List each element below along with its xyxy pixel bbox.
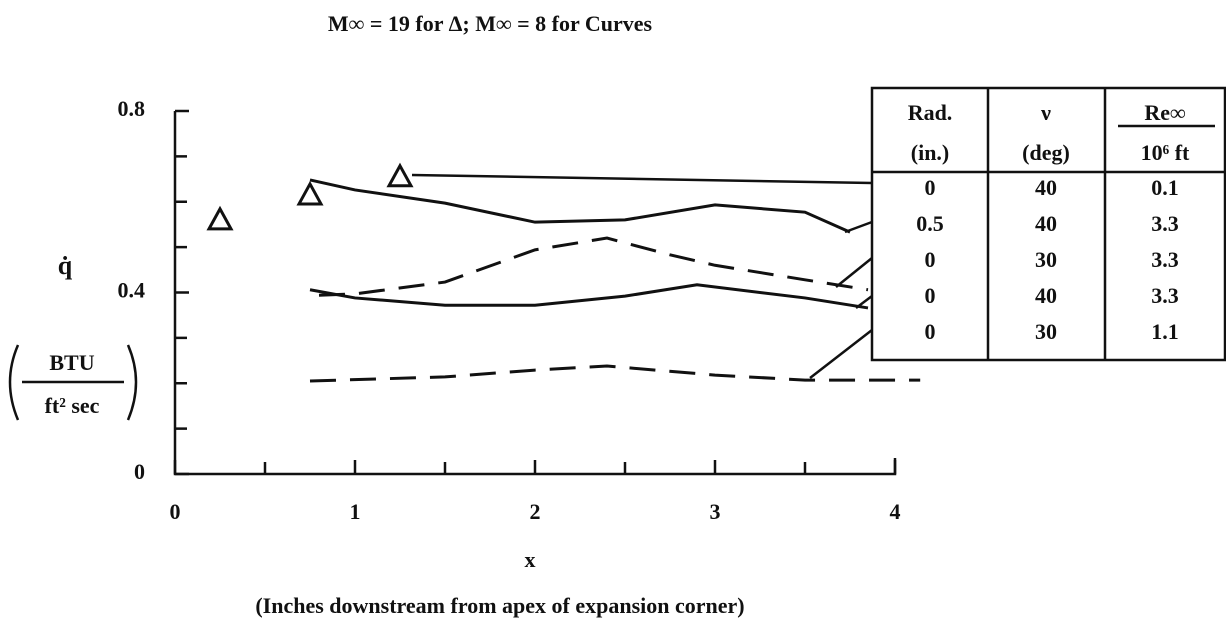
paren bbox=[126, 344, 138, 421]
curve bbox=[309, 283, 869, 310]
table-header: Rad. bbox=[908, 100, 953, 125]
table-header: (deg) bbox=[1022, 140, 1070, 165]
legend-table bbox=[870, 86, 1226, 362]
table-cell: 3.3 bbox=[1151, 283, 1179, 308]
table-cell: 40 bbox=[1035, 175, 1057, 200]
x-axis-note: (Inches downstream from apex of expansio… bbox=[255, 593, 744, 618]
curve bbox=[318, 236, 869, 297]
table-header: ν bbox=[1040, 100, 1051, 125]
triangle-point bbox=[296, 180, 324, 206]
axes bbox=[173, 111, 897, 476]
table-cell: 0 bbox=[925, 175, 936, 200]
paren bbox=[8, 344, 20, 421]
table-cell: 0 bbox=[925, 247, 936, 272]
table-header: 10⁶ ft bbox=[1141, 140, 1190, 165]
table-cell: 40 bbox=[1035, 283, 1057, 308]
x-tick-label: 3 bbox=[710, 499, 721, 524]
table-cell: 1.1 bbox=[1151, 319, 1179, 344]
table-header: (in.) bbox=[911, 140, 950, 165]
leaders bbox=[411, 173, 873, 379]
chart-title: M∞ = 19 for Δ; M∞ = 8 for Curves bbox=[328, 11, 653, 36]
curve bbox=[309, 178, 851, 234]
y-tick-label: 0.4 bbox=[118, 278, 146, 303]
y-units-numerator: BTU bbox=[49, 350, 94, 375]
x-tick-label: 0 bbox=[170, 499, 181, 524]
x-tick-label: 2 bbox=[530, 499, 541, 524]
table-cell: 0 bbox=[925, 283, 936, 308]
triangle-point bbox=[206, 205, 234, 231]
table-cell: 3.3 bbox=[1151, 211, 1179, 236]
y-tick-label: 0.8 bbox=[118, 96, 146, 121]
table-cell: 0.5 bbox=[916, 211, 944, 236]
y-tick-label: 0 bbox=[134, 459, 145, 484]
y-units-denominator: ft² sec bbox=[45, 393, 100, 418]
table-cell: 30 bbox=[1035, 319, 1057, 344]
table-header: Re∞ bbox=[1144, 100, 1186, 125]
x-axis-label: x bbox=[525, 547, 536, 572]
table-cell: 3.3 bbox=[1151, 247, 1179, 272]
table-cell: 0 bbox=[925, 319, 936, 344]
table-cell: 30 bbox=[1035, 247, 1057, 272]
y-axis-label: q̇ bbox=[58, 251, 73, 280]
x-tick-label: 1 bbox=[350, 499, 361, 524]
table-cell: 40 bbox=[1035, 211, 1057, 236]
table-cell: 0.1 bbox=[1151, 175, 1179, 200]
x-tick-label: 4 bbox=[890, 499, 901, 524]
triangle-point bbox=[386, 162, 414, 188]
curve bbox=[309, 364, 921, 383]
